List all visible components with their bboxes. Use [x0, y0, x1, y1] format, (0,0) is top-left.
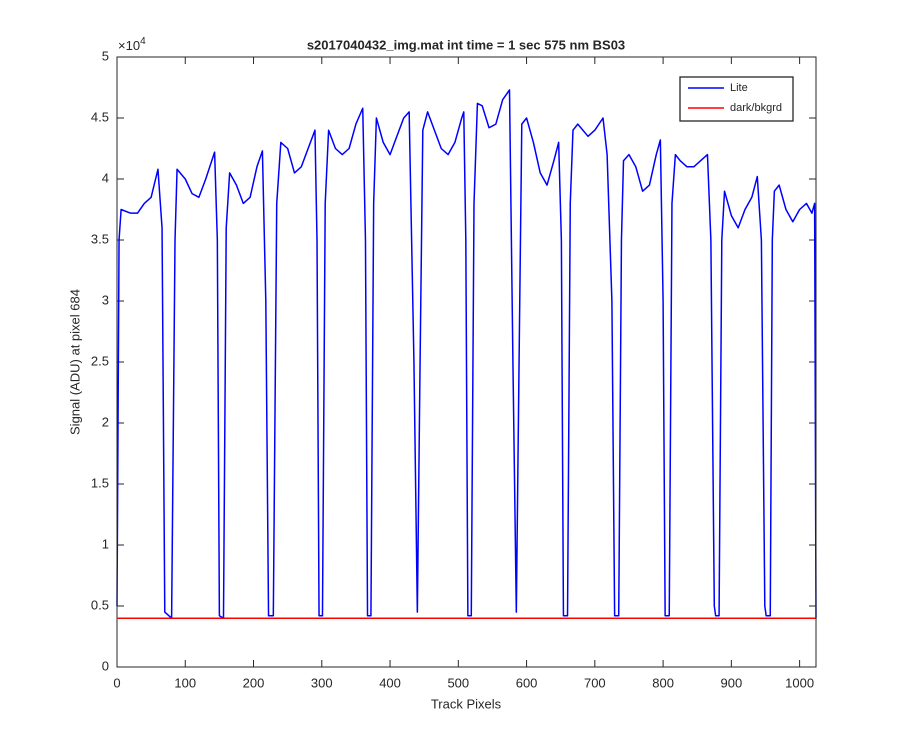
- x-tick-label: 700: [584, 675, 606, 690]
- x-tick-label: 1000: [785, 675, 814, 690]
- chart-title: s2017040432_img.mat int time = 1 sec 575…: [307, 37, 625, 52]
- legend-box: [679, 76, 794, 122]
- y-multiplier-base: ×10: [118, 38, 140, 53]
- y-tick-label: 5: [102, 48, 109, 63]
- y-tick-label: 2: [102, 414, 109, 429]
- axes-frame: [116, 56, 817, 668]
- x-tick-label: 500: [447, 675, 469, 690]
- y-tick-label: 0.5: [91, 597, 109, 612]
- y-tick-label: 0: [102, 658, 109, 673]
- x-tick-label: 300: [311, 675, 333, 690]
- data-line: [116, 89, 817, 619]
- x-tick-label: 800: [652, 675, 674, 690]
- legend-label: dark/bkgrd: [730, 102, 782, 114]
- y-tick-label: 2.5: [91, 353, 109, 368]
- y-axis-label: Signal (ADU) at pixel 684: [67, 289, 82, 435]
- x-tick-label: 900: [721, 675, 743, 690]
- x-tick-label: 0: [113, 675, 120, 690]
- y-multiplier-exponent: 4: [140, 36, 146, 47]
- x-tick-label: 400: [379, 675, 401, 690]
- y-tick-label: 1: [102, 536, 109, 551]
- y-tick-label: 4: [102, 170, 109, 185]
- y-tick-label: 3: [102, 292, 109, 307]
- y-tick-label: 3.5: [91, 231, 109, 246]
- legend: Lite dark/bkgrd: [679, 76, 794, 122]
- y-tick-label: 1.5: [91, 475, 109, 490]
- x-tick-label: 100: [174, 675, 196, 690]
- x-axis-label: Track Pixels: [431, 696, 502, 711]
- y-tick-label: 4.5: [91, 109, 109, 124]
- y-multiplier: ×104: [118, 36, 146, 54]
- x-tick-label: 200: [243, 675, 265, 690]
- x-tick-label: 600: [516, 675, 538, 690]
- legend-label: Lite: [730, 82, 748, 94]
